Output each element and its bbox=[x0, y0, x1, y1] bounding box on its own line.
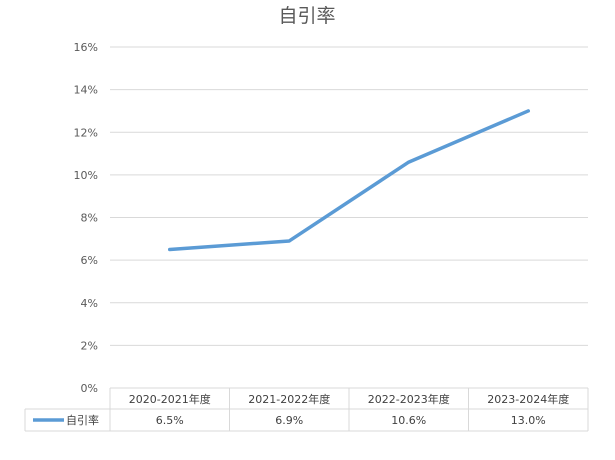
y-tick-label: 10% bbox=[74, 169, 98, 182]
y-axis-ticks: 0% 2% 4% 6% 8% 10% 12% 14% 16% bbox=[74, 41, 98, 395]
series-layer bbox=[168, 109, 530, 252]
data-point bbox=[287, 239, 291, 243]
y-tick-label: 16% bbox=[74, 41, 98, 54]
chart-title: 自引率 bbox=[278, 5, 335, 27]
y-tick-label: 2% bbox=[81, 339, 98, 352]
y-tick-label: 6% bbox=[81, 254, 98, 267]
data-value-label: 6.9% bbox=[275, 414, 303, 427]
data-value-label: 6.5% bbox=[156, 414, 184, 427]
series-line bbox=[168, 109, 530, 252]
y-tick-label: 12% bbox=[74, 126, 98, 139]
x-category-label: 2021-2022年度 bbox=[248, 392, 330, 406]
y-tick-label: 8% bbox=[81, 212, 98, 225]
y-tick-label: 4% bbox=[81, 297, 98, 310]
data-table: 2020-2021年度 2021-2022年度 2022-2023年度 2023-20… bbox=[24, 387, 589, 432]
x-category-label: 2022-2023年度 bbox=[368, 392, 450, 406]
data-point bbox=[407, 160, 411, 164]
x-category-label: 2023-2024年度 bbox=[487, 392, 569, 406]
data-point bbox=[526, 109, 530, 113]
data-point bbox=[168, 247, 172, 251]
y-tick-label: 14% bbox=[74, 84, 98, 97]
legend-label: 自引率 bbox=[66, 413, 99, 427]
data-value-label: 10.6% bbox=[391, 414, 426, 427]
data-value-label: 13.0% bbox=[511, 414, 546, 427]
x-category-label: 2020-2021年度 bbox=[129, 392, 211, 406]
y-tick-label: 0% bbox=[81, 382, 98, 395]
gridlines bbox=[110, 46, 588, 346]
